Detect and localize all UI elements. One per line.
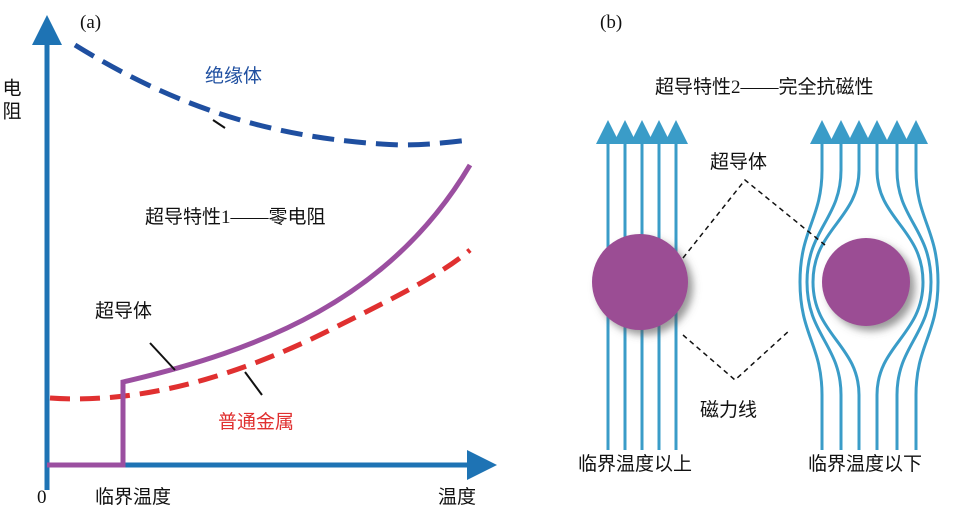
origin-label: 0 [37, 487, 47, 508]
axis-tick-label: 临界温度 [95, 486, 171, 508]
pointer [245, 372, 262, 395]
annotation: 超导体 [710, 151, 767, 173]
superconductor-ball [822, 238, 910, 326]
annotation: 超导体 [95, 300, 152, 322]
metal-curve [50, 250, 470, 399]
figure: (a) 电阻 绝缘体 超导特性1——零电阻 超导体 普通金属 0 临界温度 温度… [0, 0, 970, 509]
panel-title: 超导特性2——完全抗磁性 [655, 76, 874, 98]
panel-a: (a) 电阻 绝缘体 超导特性1——零电阻 超导体 普通金属 0 临界温度 温度 [0, 12, 482, 508]
panel-label: (a) [80, 12, 101, 33]
caption: 临界温度以上 [578, 453, 692, 475]
caption: 临界温度以下 [808, 453, 922, 475]
pointer [683, 180, 825, 380]
panel-label: (b) [600, 12, 622, 33]
superconductor-ball [592, 234, 688, 330]
pointer [213, 120, 225, 128]
axis-label: 电阻 [0, 78, 21, 124]
axis-label: 温度 [438, 486, 476, 508]
annotation: 普通金属 [218, 411, 294, 433]
pointer [150, 343, 175, 370]
annotation: 绝缘体 [205, 65, 262, 87]
insulator-curve [75, 45, 470, 145]
field-line [800, 132, 822, 450]
panel-title: 超导特性1——零电阻 [145, 206, 326, 228]
annotation: 磁力线 [700, 399, 757, 421]
panel-b: (b) 超导特性2——完全抗磁性 超导体 磁力线 临界温度以上 临界温度以下 [578, 12, 938, 475]
field-line [916, 132, 938, 450]
